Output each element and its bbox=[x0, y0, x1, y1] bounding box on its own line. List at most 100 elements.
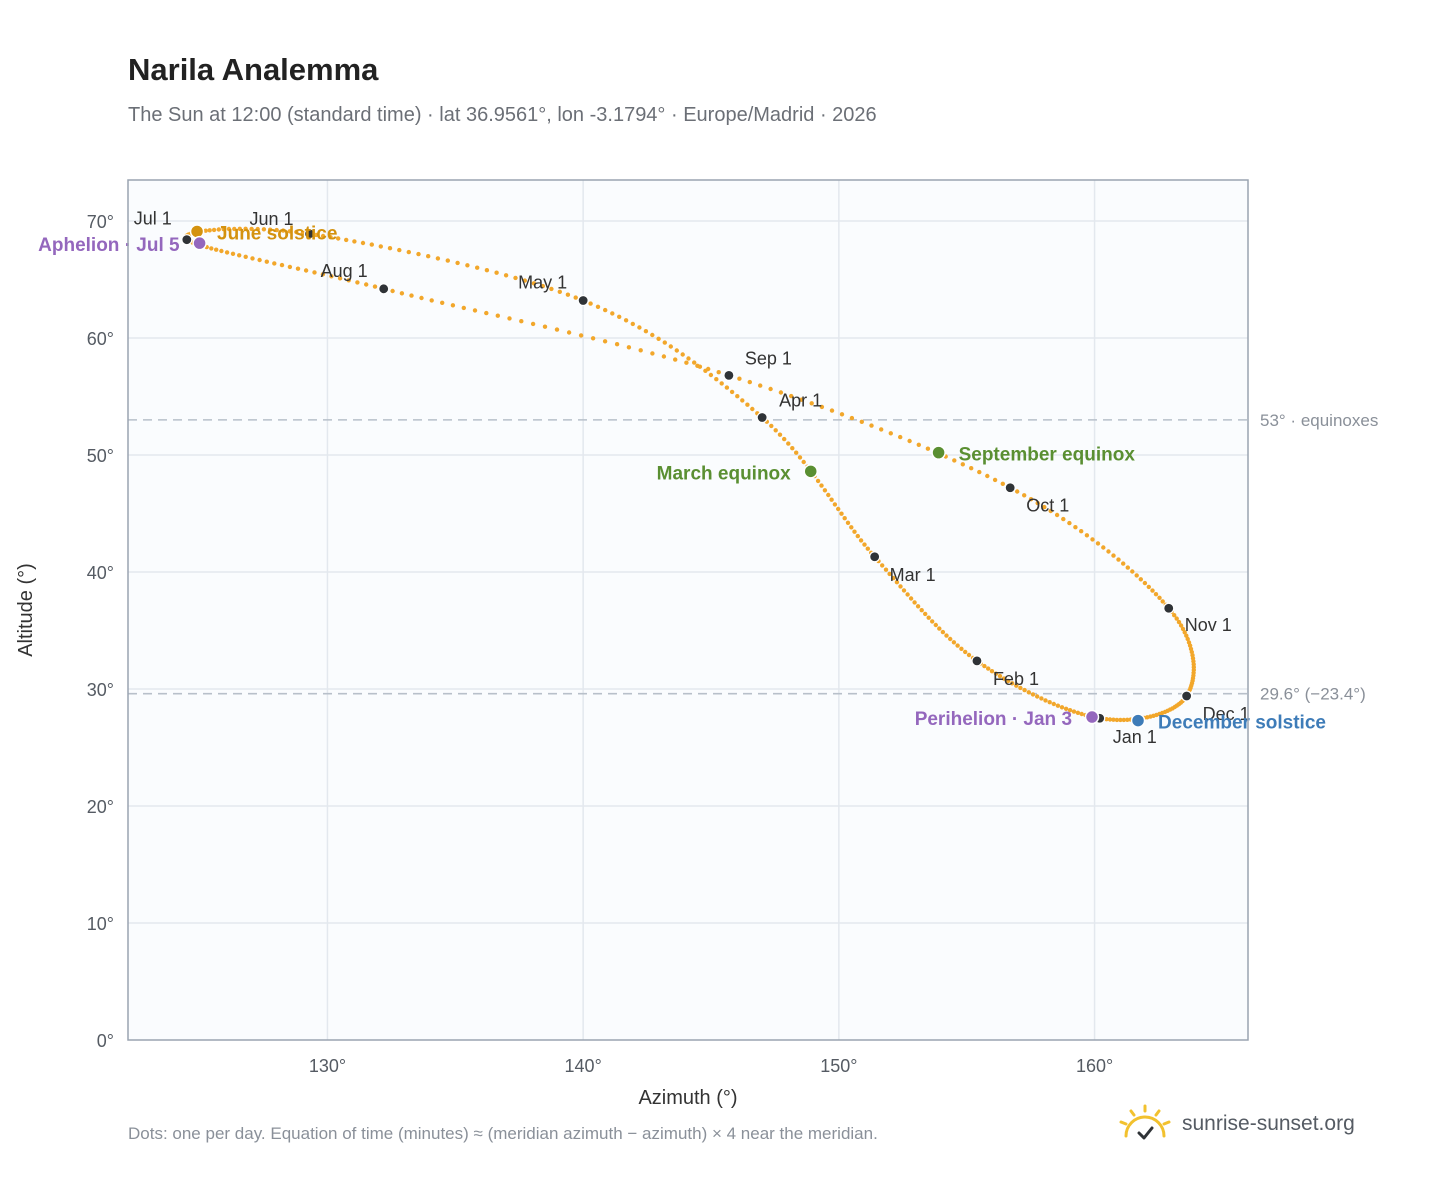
daily-sun-dot bbox=[355, 280, 360, 285]
daily-sun-dot bbox=[692, 360, 697, 365]
daily-sun-dot bbox=[1153, 592, 1159, 597]
daily-sun-dot bbox=[1079, 711, 1084, 717]
daily-sun-dot bbox=[279, 262, 285, 268]
daily-sun-dot bbox=[578, 333, 584, 338]
daily-sun-dot bbox=[1035, 694, 1040, 699]
daily-sun-dot bbox=[230, 251, 236, 256]
daily-sun-dot bbox=[650, 332, 655, 338]
daily-sun-dot bbox=[610, 311, 615, 316]
daily-sun-dot bbox=[1042, 504, 1047, 510]
daily-sun-dot bbox=[735, 394, 740, 399]
daily-sun-dot bbox=[716, 370, 721, 375]
footnote: Dots: one per day. Equation of time (min… bbox=[128, 1124, 878, 1143]
key-point-label: June solstice bbox=[217, 223, 337, 244]
daily-sun-dot bbox=[475, 265, 480, 270]
x-axis-label: Azimuth (°) bbox=[638, 1087, 737, 1109]
daily-sun-dot bbox=[1157, 595, 1162, 600]
daily-sun-dot bbox=[1121, 717, 1127, 723]
daily-sun-dot bbox=[708, 372, 714, 378]
daily-sun-dot bbox=[714, 377, 719, 382]
month-marker bbox=[1163, 602, 1175, 614]
key-point-marker bbox=[803, 464, 818, 479]
daily-sun-dot bbox=[1134, 573, 1139, 578]
daily-sun-dot bbox=[869, 423, 874, 428]
daily-sun-dot bbox=[901, 588, 907, 593]
daily-sun-dot bbox=[747, 379, 752, 385]
month-marker bbox=[181, 234, 193, 246]
daily-sun-dot bbox=[859, 419, 864, 424]
x-tick-label: 130° bbox=[309, 1056, 346, 1076]
daily-sun-dot bbox=[1121, 561, 1126, 566]
daily-sun-dot bbox=[952, 458, 957, 463]
daily-sun-dot bbox=[603, 307, 608, 313]
daily-sun-dot bbox=[272, 261, 277, 266]
daily-sun-dot bbox=[303, 268, 309, 273]
daily-sun-dot bbox=[829, 408, 835, 413]
daily-sun-dot bbox=[295, 266, 301, 271]
daily-sun-dot bbox=[1073, 525, 1078, 530]
brand[interactable]: sunrise-sunset.org bbox=[1118, 1100, 1355, 1148]
daily-sun-dot bbox=[1010, 681, 1015, 686]
daily-sun-dot bbox=[898, 584, 903, 589]
daily-sun-dot bbox=[507, 316, 512, 321]
daily-sun-dot bbox=[858, 538, 864, 543]
daily-sun-dot bbox=[982, 663, 987, 669]
daily-sun-dot bbox=[419, 295, 424, 301]
axis-ticks: 130° 140° 150° 160° 0° 10° 20° 30° 40° 50° 60° 70° bbox=[87, 212, 1113, 1076]
daily-sun-dot bbox=[1182, 630, 1187, 635]
daily-sun-dot bbox=[522, 278, 527, 283]
daily-sun-dot bbox=[549, 286, 554, 292]
daily-sun-dot bbox=[1106, 549, 1111, 554]
daily-sun-dot bbox=[364, 282, 369, 287]
daily-sun-dot bbox=[993, 671, 999, 676]
month-label: Aug 1 bbox=[321, 261, 368, 281]
daily-sun-dot bbox=[673, 357, 678, 362]
brand-name: sunrise-sunset.org bbox=[1182, 1112, 1355, 1135]
month-label: Jun 1 bbox=[250, 209, 294, 229]
daily-sun-dot bbox=[337, 276, 343, 281]
daily-sun-dot bbox=[930, 619, 935, 624]
key-point-label: Aphelion · Jul 5 bbox=[38, 235, 180, 256]
sun-logo-icon bbox=[1119, 1104, 1171, 1140]
daily-sun-dot bbox=[1160, 599, 1165, 604]
daily-sun-dot bbox=[287, 264, 293, 270]
daily-sun-dot bbox=[912, 600, 917, 605]
daily-sun-dot bbox=[1022, 687, 1027, 693]
daily-sun-dot bbox=[773, 428, 778, 433]
daily-sun-dot bbox=[955, 643, 960, 648]
daily-sun-dot bbox=[842, 516, 847, 521]
y-tick-label: 60° bbox=[87, 329, 114, 349]
daily-sun-dot bbox=[1146, 584, 1152, 590]
daily-sun-dot bbox=[832, 502, 838, 507]
daily-sun-dot bbox=[985, 473, 990, 479]
daily-sun-dot bbox=[656, 336, 661, 341]
daily-sun-dot bbox=[1001, 676, 1007, 681]
daily-sun-dot bbox=[540, 283, 545, 289]
daily-sun-dot bbox=[1043, 698, 1048, 703]
daily-sun-dot bbox=[1138, 577, 1144, 582]
daily-sun-dot bbox=[209, 246, 214, 251]
daily-sun-dot bbox=[429, 298, 434, 303]
daily-sun-dot bbox=[782, 436, 787, 442]
daily-sun-dot bbox=[214, 247, 219, 252]
daily-sun-dot bbox=[638, 348, 643, 353]
daily-sun-dot bbox=[923, 611, 928, 617]
month-label: Feb 1 bbox=[993, 669, 1039, 689]
y-tick-label: 30° bbox=[87, 680, 114, 700]
daily-sun-dot bbox=[719, 381, 724, 386]
daily-sun-dot bbox=[1014, 683, 1019, 688]
daily-sun-dot bbox=[1185, 636, 1190, 642]
grid-lines bbox=[128, 180, 1248, 1040]
daily-sun-dot bbox=[281, 228, 286, 233]
daily-sun-dot bbox=[916, 442, 921, 447]
daily-sun-dot bbox=[1104, 717, 1109, 722]
daily-sun-dot bbox=[329, 274, 334, 279]
daily-sun-dot bbox=[465, 263, 470, 268]
daily-sun-dot bbox=[1090, 537, 1095, 542]
daily-sun-dot bbox=[461, 305, 466, 311]
daily-sun-dot bbox=[977, 469, 982, 475]
daily-sun-dot bbox=[399, 291, 405, 296]
daily-sun-dot bbox=[257, 257, 262, 263]
daily-sun-dot bbox=[352, 239, 357, 244]
daily-sun-dot bbox=[740, 398, 745, 403]
